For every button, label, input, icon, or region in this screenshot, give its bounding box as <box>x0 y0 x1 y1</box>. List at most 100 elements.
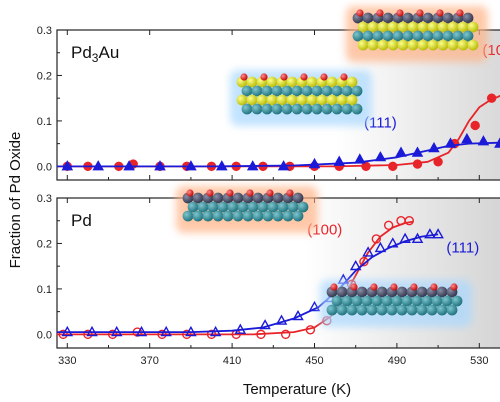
x-tick-label: 530 <box>470 355 488 367</box>
atom <box>388 40 399 51</box>
atom <box>427 305 438 316</box>
data-point <box>389 162 397 170</box>
atom <box>407 305 418 316</box>
y-tick-label: 0.2 <box>37 70 52 82</box>
atom <box>342 104 353 115</box>
oxygen-atom <box>410 283 417 290</box>
atom <box>417 305 428 316</box>
atom <box>378 40 389 51</box>
y-tick-label: 0.2 <box>37 238 52 250</box>
atom <box>387 305 398 316</box>
atom <box>252 104 263 115</box>
oxygen-atom <box>456 9 463 16</box>
facet-annotation: (111) <box>446 240 479 257</box>
y-axis-title: Fraction of Pd Oxide <box>7 132 24 269</box>
data-point <box>471 121 479 129</box>
oxygen-atom <box>396 9 403 16</box>
atom <box>243 211 254 222</box>
atom <box>358 40 369 51</box>
oxygen-atom <box>206 189 213 196</box>
atom <box>397 305 408 316</box>
atom <box>263 211 274 222</box>
atom <box>283 211 294 222</box>
x-axis-title: Temperature (K) <box>243 381 351 398</box>
atom <box>368 40 379 51</box>
oxygen-atom <box>300 73 307 80</box>
atom <box>352 104 363 115</box>
x-tick-label: 490 <box>388 355 406 367</box>
atom <box>447 305 458 316</box>
data-point <box>488 94 496 102</box>
atom <box>292 104 303 115</box>
atom <box>213 211 224 222</box>
oxygen-atom <box>286 189 293 196</box>
oxygen-atom <box>350 283 357 290</box>
y-tick-label: 0.0 <box>37 329 52 341</box>
y-tick-label: 0.3 <box>37 193 52 205</box>
atomic-structure-illustration <box>346 6 488 62</box>
oxygen-atom <box>266 189 273 196</box>
x-tick-label: 450 <box>305 355 323 367</box>
panel-label: Pd <box>71 211 92 230</box>
atom <box>253 211 264 222</box>
oxygen-atom <box>416 9 423 16</box>
atom <box>242 104 253 115</box>
data-point <box>282 330 290 338</box>
atom <box>223 211 234 222</box>
atom <box>262 104 273 115</box>
y-tick-label: 0.1 <box>37 116 52 128</box>
atom <box>468 40 479 51</box>
oxygen-atom <box>280 73 287 80</box>
atom <box>327 305 338 316</box>
oxygen-atom <box>436 9 443 16</box>
oxygen-atom <box>226 189 233 196</box>
atom <box>377 305 388 316</box>
oxygen-atom <box>450 283 457 290</box>
atom <box>312 104 323 115</box>
atom <box>322 104 333 115</box>
atom <box>282 104 293 115</box>
oxygen-atom <box>390 283 397 290</box>
atom <box>272 104 283 115</box>
atom <box>437 305 448 316</box>
atom <box>357 305 368 316</box>
atom <box>428 40 439 51</box>
atom <box>293 211 304 222</box>
atom <box>367 305 378 316</box>
oxygen-atom <box>330 283 337 290</box>
atomic-structure-illustration <box>320 280 472 327</box>
oxygen-atom <box>240 73 247 80</box>
atom <box>273 211 284 222</box>
y-tick-label: 0.3 <box>37 25 52 37</box>
panel-label: Pd3Au <box>71 43 119 65</box>
atom <box>418 40 429 51</box>
oxygen-atom <box>246 189 253 196</box>
oxygen-atom <box>430 283 437 290</box>
atom <box>233 211 244 222</box>
oxygen-atom <box>356 9 363 16</box>
atom <box>347 305 358 316</box>
atom <box>398 40 409 51</box>
data-point <box>434 158 442 166</box>
atom <box>337 305 348 316</box>
data-point <box>414 160 422 168</box>
atom <box>458 40 469 51</box>
x-tick-label: 370 <box>141 355 159 367</box>
atom <box>448 40 459 51</box>
atom <box>408 40 419 51</box>
atomic-structure-illustration <box>176 186 318 233</box>
oxygen-atom <box>260 73 267 80</box>
atom <box>203 211 214 222</box>
atom <box>332 104 343 115</box>
y-tick-label: 0.0 <box>37 161 52 173</box>
oxygen-atom <box>320 73 327 80</box>
atom <box>183 211 194 222</box>
y-tick-label: 0.1 <box>37 284 52 296</box>
atomic-structure-illustration <box>230 70 372 126</box>
atom <box>438 40 449 51</box>
atom <box>302 104 313 115</box>
x-tick-label: 330 <box>58 355 76 367</box>
atom <box>193 211 204 222</box>
oxygen-atom <box>186 189 193 196</box>
